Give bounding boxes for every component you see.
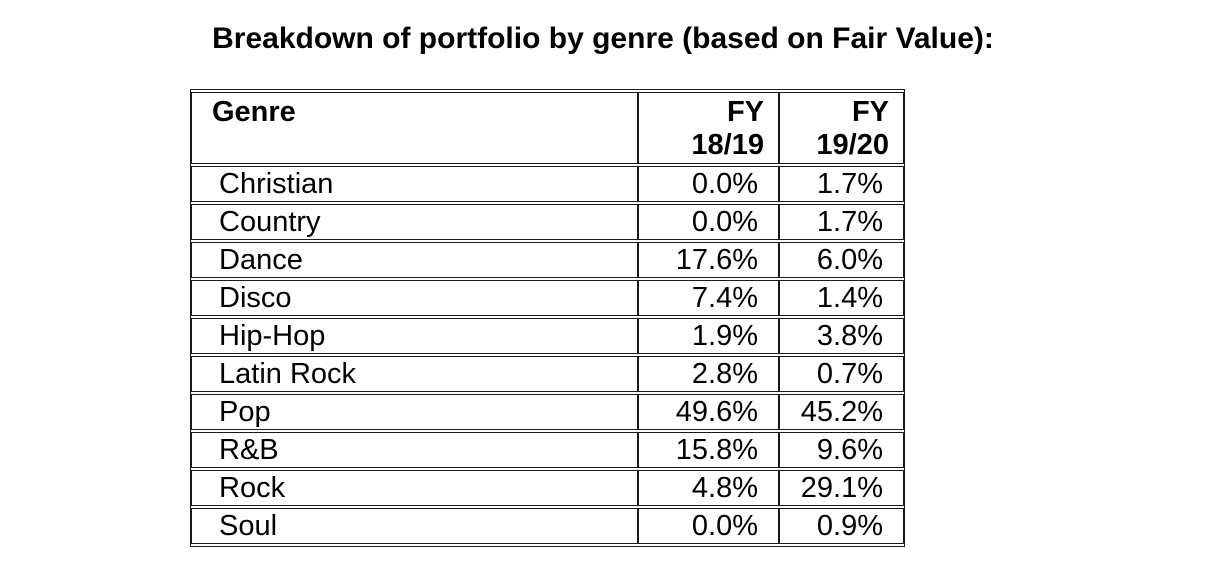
fy1819-cell: 2.8%: [638, 356, 779, 392]
table-body: Christian 0.0% 1.7% Country 0.0% 1.7% Da…: [191, 166, 904, 544]
fy1920-cell: 0.7%: [779, 356, 904, 392]
table-row: Hip-Hop 1.9% 3.8%: [191, 318, 904, 354]
genre-cell: Christian: [191, 166, 638, 202]
fy1920-cell: 6.0%: [779, 242, 904, 278]
page-title: Breakdown of portfolio by genre (based o…: [212, 22, 994, 55]
fy1920-cell: 29.1%: [779, 470, 904, 506]
table-row: Soul 0.0% 0.9%: [191, 508, 904, 544]
portfolio-genre-table: Genre FY 18/19 FY 19/20 Christian 0.0% 1…: [190, 89, 905, 547]
fy1920-cell: 1.4%: [779, 280, 904, 316]
table-row: Dance 17.6% 6.0%: [191, 242, 904, 278]
fy1920-cell: 1.7%: [779, 166, 904, 202]
genre-cell: Pop: [191, 394, 638, 430]
genre-cell: Country: [191, 204, 638, 240]
fy1920-cell: 3.8%: [779, 318, 904, 354]
column-header-fy1920: FY 19/20: [779, 92, 904, 164]
table-row: Christian 0.0% 1.7%: [191, 166, 904, 202]
column-header-genre: Genre: [191, 92, 638, 164]
fy1819-cell: 7.4%: [638, 280, 779, 316]
table-header: Genre FY 18/19 FY 19/20: [191, 92, 904, 164]
header-row: Genre FY 18/19 FY 19/20: [191, 92, 904, 164]
table-row: Pop 49.6% 45.2%: [191, 394, 904, 430]
genre-cell: R&B: [191, 432, 638, 468]
table-row: Country 0.0% 1.7%: [191, 204, 904, 240]
genre-cell: Latin Rock: [191, 356, 638, 392]
fy1819-cell: 0.0%: [638, 204, 779, 240]
genre-cell: Soul: [191, 508, 638, 544]
table-row: Disco 7.4% 1.4%: [191, 280, 904, 316]
table-row: Rock 4.8% 29.1%: [191, 470, 904, 506]
fy1819-cell: 17.6%: [638, 242, 779, 278]
genre-cell: Hip-Hop: [191, 318, 638, 354]
genre-cell: Dance: [191, 242, 638, 278]
table-row: Latin Rock 2.8% 0.7%: [191, 356, 904, 392]
column-header-fy1819: FY 18/19: [638, 92, 779, 164]
genre-cell: Rock: [191, 470, 638, 506]
genre-cell: Disco: [191, 280, 638, 316]
fy1920-cell: 1.7%: [779, 204, 904, 240]
fy1819-cell: 49.6%: [638, 394, 779, 430]
fy1920-cell: 45.2%: [779, 394, 904, 430]
table-row: R&B 15.8% 9.6%: [191, 432, 904, 468]
fy1819-cell: 1.9%: [638, 318, 779, 354]
fy1920-cell: 9.6%: [779, 432, 904, 468]
fy1819-cell: 4.8%: [638, 470, 779, 506]
fy1920-cell: 0.9%: [779, 508, 904, 544]
fy1819-cell: 15.8%: [638, 432, 779, 468]
fy1819-cell: 0.0%: [638, 508, 779, 544]
fy1819-cell: 0.0%: [638, 166, 779, 202]
